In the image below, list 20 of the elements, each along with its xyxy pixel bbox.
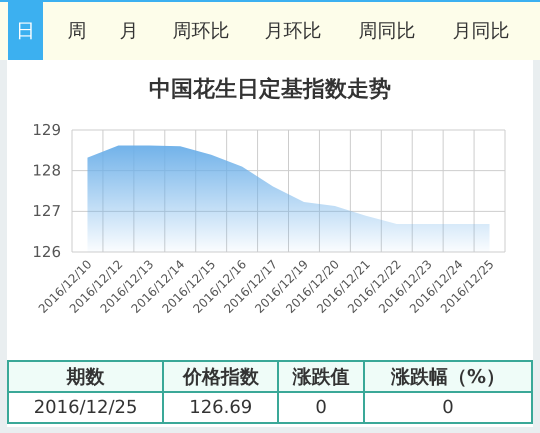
y-tick-label: 128 — [32, 161, 61, 180]
y-tick-label: 129 — [32, 120, 61, 139]
text: 涨跌幅（%） — [364, 361, 532, 392]
text: 周环比 — [172, 19, 230, 44]
text: 月 — [118, 19, 140, 44]
y-tick-label: 126 — [32, 242, 61, 261]
text: 涨跌值 — [278, 361, 364, 392]
text: 日 — [8, 2, 43, 60]
y-tick-label: 127 — [32, 202, 61, 220]
text: 月同比 — [452, 19, 510, 44]
text: 期数 — [8, 361, 164, 392]
text: 126.69 — [163, 392, 278, 423]
text: 周 — [66, 19, 88, 44]
text: 月环比 — [264, 19, 322, 44]
text: 0 — [364, 392, 532, 423]
chart-title: 中国花生日定基指数走势 — [149, 76, 391, 102]
text: 价格指数 — [163, 361, 278, 392]
text: 周同比 — [358, 19, 416, 44]
text: 0 — [278, 392, 364, 423]
text: 2016/12/25 — [8, 392, 164, 423]
